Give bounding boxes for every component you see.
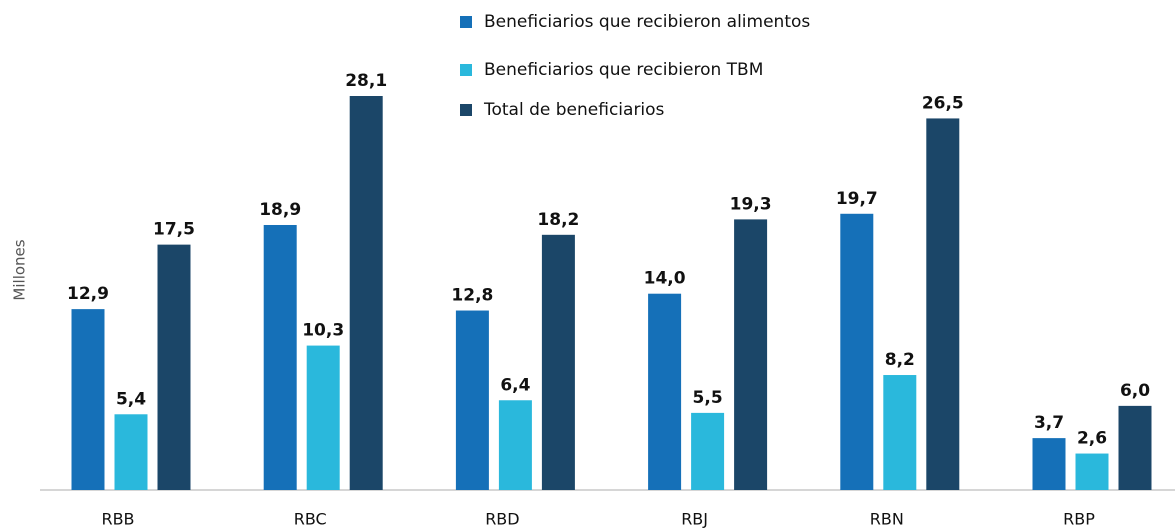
y-axis-label: Millones [11, 239, 29, 300]
data-label: 2,6 [1077, 429, 1107, 449]
legend-label: Beneficiarios que recibieron TBM [484, 60, 763, 80]
bar [263, 224, 297, 490]
bar [734, 219, 768, 491]
data-label: 19,7 [836, 189, 878, 209]
bar [157, 244, 191, 490]
bar [541, 234, 575, 490]
bar [691, 412, 725, 490]
data-label: 5,4 [116, 389, 146, 409]
x-tick-label: RBB [101, 510, 134, 529]
data-label: 17,5 [153, 220, 195, 240]
bar [114, 414, 148, 490]
data-label: 14,0 [644, 269, 686, 289]
data-label: 19,3 [730, 194, 772, 214]
x-tick-label: RBP [1063, 510, 1095, 529]
x-tick-label: RBJ [681, 510, 708, 529]
data-label: 10,3 [302, 321, 344, 341]
data-label: 8,2 [885, 350, 915, 370]
data-label: 18,2 [537, 210, 579, 230]
legend-label: Beneficiarios que recibieron alimentos [484, 12, 810, 32]
bar [840, 213, 874, 490]
x-tick-label: RBN [870, 510, 904, 529]
data-label: 6,4 [500, 375, 530, 395]
legend-swatch [460, 16, 472, 28]
legend-swatch [460, 104, 472, 116]
bar [455, 310, 489, 490]
data-label: 6,0 [1120, 381, 1150, 401]
data-label: 12,9 [67, 284, 109, 304]
x-tick-label: RBC [294, 510, 327, 529]
data-label: 26,5 [922, 93, 964, 113]
data-label: 3,7 [1034, 413, 1064, 433]
data-label: 12,8 [451, 286, 493, 306]
bar [1118, 405, 1152, 490]
bar [498, 400, 532, 490]
legend-label: Total de beneficiarios [483, 100, 665, 120]
bar [926, 118, 960, 490]
legend-swatch [460, 64, 472, 76]
x-tick-label: RBD [485, 510, 519, 529]
data-label: 18,9 [259, 200, 301, 220]
data-label: 28,1 [345, 71, 387, 91]
data-label: 5,5 [693, 388, 723, 408]
bar [648, 293, 682, 490]
bar [349, 96, 383, 490]
bar [883, 375, 917, 490]
bar [306, 345, 340, 490]
bar [71, 309, 105, 490]
bar [1075, 453, 1109, 490]
bar [1032, 438, 1066, 490]
